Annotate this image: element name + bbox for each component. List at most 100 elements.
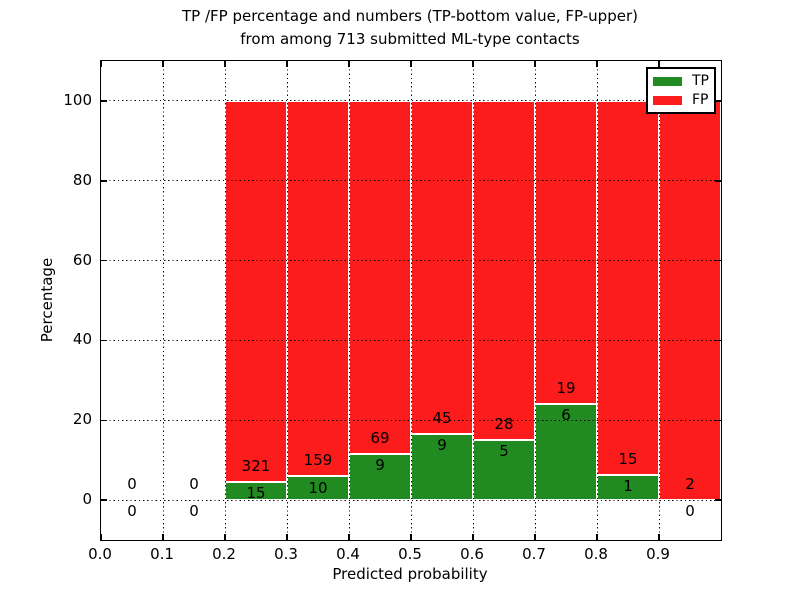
x-tick xyxy=(286,534,288,540)
x-tick-label: 0.6 xyxy=(460,545,484,563)
y-tick-right xyxy=(715,180,721,182)
chart-title: TP /FP percentage and numbers (TP-bottom… xyxy=(100,5,720,51)
fp-count-label: 28 xyxy=(494,414,514,433)
x-tick-top xyxy=(100,61,102,67)
y-gridline xyxy=(101,499,721,501)
tp-bar-segment xyxy=(473,439,535,501)
x-tick-label: 0.5 xyxy=(398,545,422,563)
fp-bar-segment xyxy=(287,100,349,477)
fp-legend-label: FP xyxy=(692,92,709,108)
x-gridline xyxy=(348,61,350,540)
y-axis-label: Percentage xyxy=(38,257,56,343)
legend: TP FP xyxy=(646,67,716,114)
chart-title-line2: from among 713 submitted ML-type contact… xyxy=(240,30,580,48)
y-tick-right xyxy=(715,499,721,501)
x-tick xyxy=(100,534,102,540)
x-tick-label: 0.1 xyxy=(150,545,174,563)
x-tick-label: 0.9 xyxy=(646,545,670,563)
x-tick-top xyxy=(534,61,536,67)
y-tick xyxy=(101,499,107,501)
x-tick xyxy=(534,534,536,540)
x-gridline xyxy=(596,61,598,540)
tp-legend-label: TP xyxy=(692,73,709,89)
y-tick xyxy=(101,419,107,421)
y-gridline xyxy=(101,419,721,421)
fp-count-label: 15 xyxy=(618,450,638,469)
x-gridline xyxy=(162,61,164,540)
y-gridline xyxy=(101,339,721,341)
fp-bar-segment xyxy=(659,100,721,501)
tp-count-label: 10 xyxy=(308,478,328,497)
x-gridline xyxy=(410,61,412,540)
x-tick-top xyxy=(162,61,164,67)
fp-count-label: 45 xyxy=(432,408,452,427)
tp-count-label: 9 xyxy=(437,435,447,454)
fp-bar-segment xyxy=(597,100,659,476)
tp-count-label: 6 xyxy=(561,406,571,425)
fp-count-label: 321 xyxy=(241,457,271,476)
x-tick xyxy=(658,534,660,540)
x-tick-label: 0.8 xyxy=(584,545,608,563)
tp-count-label: 1 xyxy=(623,477,633,496)
fp-count-label: 19 xyxy=(556,379,576,398)
y-tick-right xyxy=(715,419,721,421)
y-tick-label: 100 xyxy=(63,90,92,109)
y-tick-label: 40 xyxy=(72,330,92,349)
x-tick-label: 0.4 xyxy=(336,545,360,563)
chart-title-line1: TP /FP percentage and numbers (TP-bottom… xyxy=(182,7,638,25)
x-tick xyxy=(162,534,164,540)
tp-count-label: 0 xyxy=(189,502,199,521)
y-gridline xyxy=(101,260,721,262)
fp-count-label: 69 xyxy=(370,429,390,448)
fp-count-label: 2 xyxy=(685,475,695,494)
fp-count-label: 0 xyxy=(189,475,199,494)
y-tick xyxy=(101,100,107,102)
x-tick xyxy=(596,534,598,540)
x-tick-top xyxy=(596,61,598,67)
tp-count-label: 5 xyxy=(499,441,509,460)
y-tick-label: 0 xyxy=(82,490,92,509)
fp-bar-segment xyxy=(473,100,535,440)
tp-bar-segment xyxy=(597,475,659,501)
x-tick-top xyxy=(286,61,288,67)
x-tick-top xyxy=(348,61,350,67)
y-tick xyxy=(101,180,107,182)
y-tick xyxy=(101,259,107,262)
x-gridline xyxy=(658,61,660,540)
y-tick-right xyxy=(715,339,721,342)
tp-count-label: 15 xyxy=(246,484,266,503)
y-tick-label: 60 xyxy=(72,250,92,269)
y-tick-label: 20 xyxy=(72,410,92,429)
fp-count-label: 159 xyxy=(303,451,333,470)
x-tick xyxy=(348,534,350,540)
legend-entry-fp: FP xyxy=(653,93,714,107)
fp-count-label: 0 xyxy=(127,475,137,494)
x-gridline xyxy=(286,61,288,540)
x-tick-label: 0.2 xyxy=(212,545,236,563)
y-gridline xyxy=(101,100,721,102)
tp-legend-swatch xyxy=(653,76,682,86)
y-gridline xyxy=(101,180,721,182)
x-gridline xyxy=(534,61,536,540)
fp-legend-swatch xyxy=(653,95,682,105)
y-tick-label: 80 xyxy=(72,170,92,189)
x-tick xyxy=(472,534,474,540)
tp-count-label: 0 xyxy=(685,502,695,521)
x-tick xyxy=(224,534,226,540)
tp-count-label: 0 xyxy=(127,502,137,521)
x-tick-label: 0.0 xyxy=(88,545,112,563)
x-tick-top xyxy=(658,61,660,67)
y-tick-right xyxy=(715,259,721,262)
x-tick-top xyxy=(410,61,412,67)
y-tick xyxy=(101,339,107,342)
tp-count-label: 9 xyxy=(375,456,385,475)
fp-bar-segment xyxy=(349,100,411,454)
x-tick-top xyxy=(224,61,226,67)
x-axis-label: Predicted probability xyxy=(332,565,488,583)
x-tick-label: 0.7 xyxy=(522,545,546,563)
x-tick-label: 0.3 xyxy=(274,545,298,563)
fp-bar-segment xyxy=(535,100,597,405)
fp-bar-segment xyxy=(225,100,287,483)
x-gridline xyxy=(472,61,474,540)
